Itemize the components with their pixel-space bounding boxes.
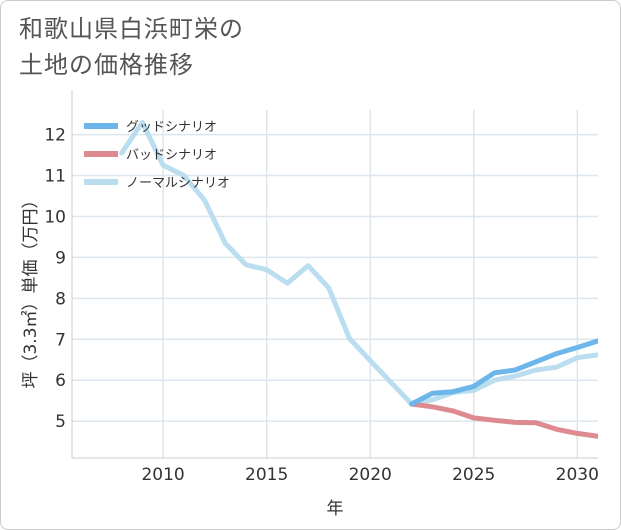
- x-tick-2015: 2015: [245, 465, 288, 485]
- legend-label-0: グッドシナリオ: [126, 120, 217, 135]
- series-line-0: [409, 338, 598, 407]
- legend-label-2: ノーマルシナリオ: [126, 176, 230, 191]
- x-tick-2010: 2010: [141, 465, 184, 485]
- series-lines: [119, 119, 598, 439]
- y-tick-7: 7: [55, 330, 66, 350]
- y-tick-12: 12: [44, 126, 66, 146]
- y-tick-9: 9: [55, 248, 66, 268]
- series-line-1: [409, 401, 598, 439]
- x-tick-2030: 2030: [556, 465, 599, 485]
- y-tick-10: 10: [44, 207, 66, 227]
- x-tick-2025: 2025: [452, 465, 495, 485]
- title-line-2: 土地の価格推移: [19, 51, 194, 79]
- grid-lines: [72, 110, 598, 458]
- chart-title: 和歌山県白浜町栄の 土地の価格推移: [19, 11, 244, 83]
- x-axis-label: 年: [327, 499, 344, 519]
- y-tick-8: 8: [55, 289, 66, 309]
- series-line-2: [119, 119, 598, 407]
- y-tick-11: 11: [44, 167, 66, 187]
- tick-labels: 2010 2015 2020 2025 2030 5 6 7 8 9 10 11 12: [44, 126, 599, 485]
- legend-label-1: バッドシナリオ: [126, 148, 217, 163]
- x-tick-2020: 2020: [349, 465, 392, 485]
- y-tick-5: 5: [55, 412, 66, 432]
- axes: [71, 90, 598, 459]
- y-axis-label: 坪（3.3㎡）単価（万円）: [21, 191, 41, 388]
- title-line-1: 和歌山県白浜町栄の: [19, 15, 244, 43]
- y-tick-6: 6: [55, 371, 66, 391]
